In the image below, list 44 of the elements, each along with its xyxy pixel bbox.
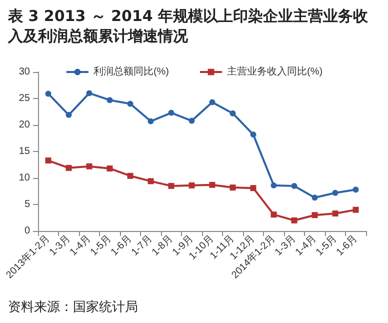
point (45, 90, 52, 97)
point (168, 182, 174, 189)
point (66, 164, 72, 171)
point (106, 165, 113, 172)
legend-label: 利润总额同比(%) (93, 66, 170, 78)
text: 资料来源：国家统计局 (8, 299, 138, 316)
point (209, 99, 216, 106)
y-tick-label: 15 (18, 146, 30, 157)
point (270, 182, 277, 188)
point (148, 178, 154, 184)
y-tick-label: 25 (18, 93, 30, 104)
point (188, 118, 195, 124)
point (291, 217, 298, 224)
legend-label: 主营业务收入同比(%) (227, 66, 323, 78)
y-tick-label: 30 (18, 66, 30, 78)
point (86, 90, 92, 96)
point (106, 97, 113, 104)
point (250, 132, 256, 138)
point (86, 163, 92, 170)
point (312, 212, 318, 218)
point (332, 190, 338, 196)
x-tick-label: 1-6月 (334, 233, 360, 258)
y-tick-label: 10 (18, 172, 30, 184)
point (352, 186, 359, 193)
point (209, 182, 216, 188)
point (127, 172, 134, 179)
point (127, 100, 134, 107)
y-tick-label: 0 (24, 226, 30, 236)
y-tick-label: 5 (24, 199, 30, 210)
point (168, 110, 174, 116)
chart-title: 表 3 2013 ～ 2014 年规模以上印染企业主营业务收入及利润总额累计增速情况 (8, 6, 370, 46)
point (66, 112, 72, 118)
point (230, 184, 236, 191)
point (312, 194, 318, 201)
point (230, 110, 236, 116)
point (250, 185, 256, 192)
point (45, 158, 52, 164)
point (352, 206, 359, 213)
point (188, 182, 195, 188)
point (270, 212, 277, 218)
point (148, 118, 154, 124)
y-tick-label: 20 (18, 120, 30, 130)
point (332, 210, 338, 217)
point (291, 182, 298, 189)
